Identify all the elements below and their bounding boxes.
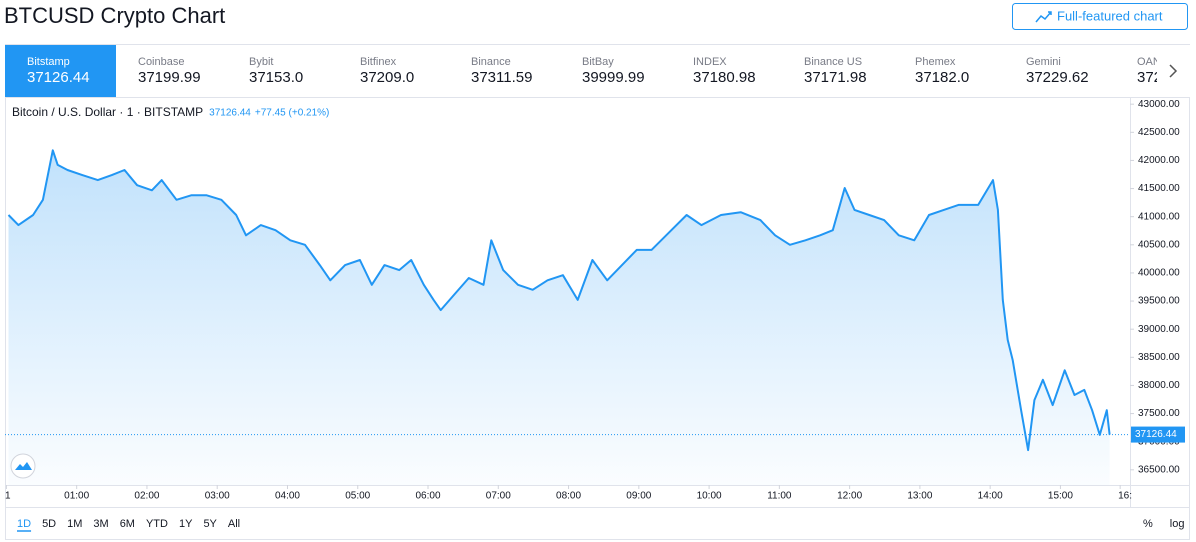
exchange-name: Binance [471,56,511,68]
exchange-price: 37126.44 [27,69,90,86]
range-button[interactable]: 3M [93,518,108,530]
area-fill [8,150,1110,485]
exchange-tab[interactable] [5,45,116,97]
y-tick-label: 36500.00 [1138,464,1180,475]
y-tick-label: 39500.00 [1138,296,1180,307]
exchange-name: Bitstamp [27,56,70,68]
exchange-tab[interactable] [671,45,782,97]
exchange-price: 37199.99 [138,69,201,86]
exchange-name: Bitfinex [360,56,397,68]
legend-last: 37126.44 [209,108,251,119]
tab-scroll[interactable] [1157,45,1190,97]
exchange-price: 37171.98 [804,69,867,86]
exchange-tab[interactable] [116,45,227,97]
scale-button[interactable]: log [1170,518,1185,530]
toolbar: 1D 5D 1M 3M 6M YTD 1Y 5Y All% log [17,518,1185,532]
scroll-arrow[interactable] [1169,64,1178,78]
full-chart-button[interactable] [1012,3,1188,30]
symbol-label: Bitcoin / U.S. Dollar · 1 · BITSTAMP [12,105,203,119]
exchange-name: Bybit [249,56,273,68]
exchange-name: Binance US [804,56,862,68]
y-tick-label: 38000.00 [1138,380,1180,391]
last-price-box [1131,426,1185,443]
exchange-price: 39999.99 [582,69,645,86]
scale-button[interactable]: % [1143,518,1153,530]
plot: 36500.0037000.0037500.0038000.0038500.00… [5,99,1180,502]
exchange-price: 37229.62 [1026,69,1089,86]
exchange-price: 37180.98 [693,69,756,86]
range-button[interactable]: 1Y [179,518,193,530]
exchange-tab[interactable] [782,45,893,97]
exchange-tab[interactable] [893,45,1004,97]
x-tick-label: 01:00 [64,491,89,502]
legend-change: +77.45 (+0.21%) [255,108,330,119]
exchange-name: INDEX [693,56,727,68]
x-tick-label: 03:00 [205,491,230,502]
x-tick-label: 11:00 [767,491,792,502]
y-tick-label: 40000.00 [1138,268,1180,279]
x-tick-label: 12:00 [837,491,862,502]
y-tick-label: 42500.00 [1138,127,1180,138]
x-tick-label: 08:00 [556,491,581,502]
exchange-tab[interactable] [338,45,449,97]
logo-mark [15,462,32,470]
x-tick-label: 15:00 [1048,491,1073,502]
exchange-price: 37153.0 [249,69,303,86]
exchange-tab[interactable] [560,45,671,97]
x-tick-label: 02:00 [134,491,159,502]
y-tick-label: 41500.00 [1138,183,1180,194]
last-price-label: 37126.44 [1135,429,1177,440]
exchange-tab[interactable] [1115,45,1196,97]
price-line [7,149,1111,452]
exchange-tab[interactable] [227,45,338,97]
exchange-name: Coinbase [138,56,184,68]
y-tick-label: 42000.00 [1138,155,1180,166]
range-button[interactable]: YTD [146,518,168,530]
page-title: BTCUSD Crypto Chart [4,3,225,28]
range-button[interactable]: All [228,518,240,530]
widget-frame [5,44,1190,540]
x-tick-label: 1 [5,491,11,502]
y-tick-label: 43000.00 [1138,99,1180,110]
x-tick-label: 16: [1118,491,1132,502]
button-label[interactable]: Full-featured chart [1057,8,1163,23]
x-tick-label: 07:00 [486,491,511,502]
exchange-price: 37311.59 [471,69,532,86]
tab-bar: Bitstamp37126.44Coinbase37199.99Bybit371… [5,45,1196,97]
x-tick-label: 06:00 [416,491,441,502]
logo[interactable] [10,453,36,479]
exchange-tab[interactable] [1004,45,1115,97]
y-tick-label: 37500.00 [1138,408,1180,419]
y-tick-label: 40500.00 [1138,239,1180,250]
exchange-name: Phemex [915,56,956,68]
y-tick-label: 38500.00 [1138,352,1180,363]
y-tick-label: 39000.00 [1138,324,1180,335]
chart-icon [1035,11,1052,23]
range-button[interactable]: 5Y [203,518,217,530]
exchange-name: OANDA [1137,56,1177,68]
overlay: 37126.44 Bitcoin / U.S. Dollar · 1 · BITS… [5,105,1185,443]
exchange-name: Gemini [1026,56,1061,68]
exchange-price: 37182.0 [915,69,969,86]
exchange-tab[interactable] [449,45,560,97]
range-button[interactable]: 1M [67,518,82,530]
x-tick-label: 09:00 [626,491,651,502]
x-tick-label: 04:00 [275,491,300,502]
exchange-price: 37209.0 [360,69,414,86]
series [7,149,1111,485]
x-tick-label: 13:00 [907,491,932,502]
x-tick-label: 05:00 [345,491,370,502]
range-button[interactable]: 6M [120,518,135,530]
x-tick-label: 14:00 [978,491,1003,502]
x-tick-label: 10:00 [697,491,722,502]
y-tick-label: 41000.00 [1138,211,1180,222]
range-button[interactable]: 5D [42,518,56,530]
exchange-name: BitBay [582,56,614,68]
range-button[interactable]: 1D [17,518,31,530]
exchange-price: 37209. [1137,69,1183,86]
